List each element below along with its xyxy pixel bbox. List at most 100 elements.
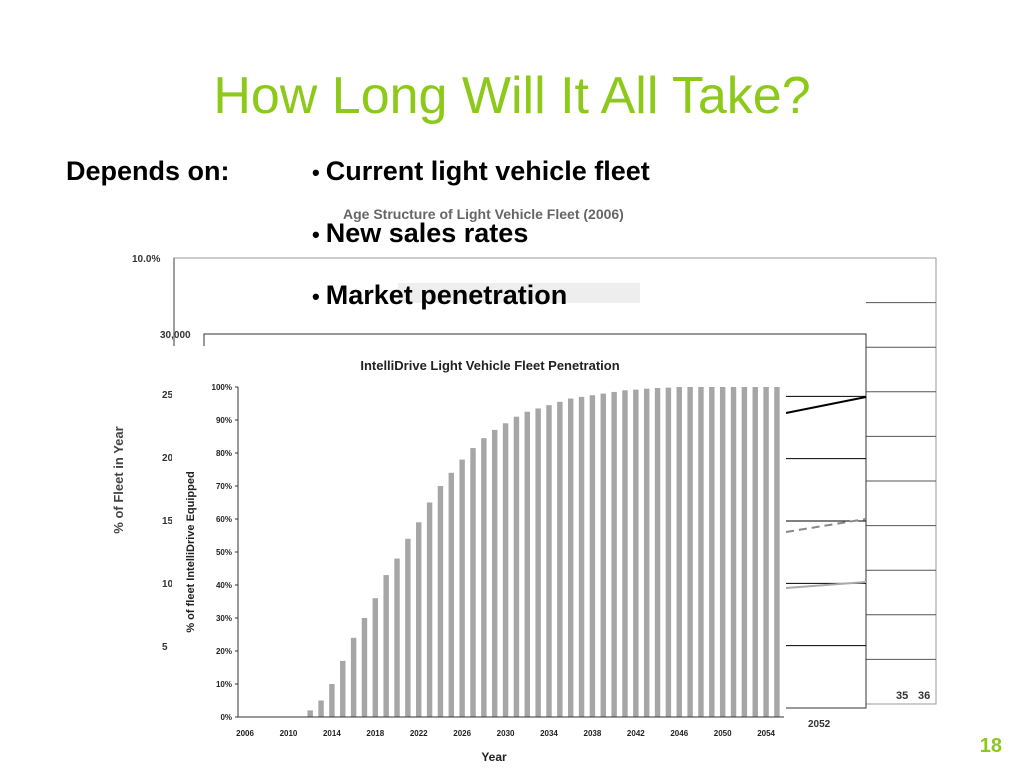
- bar: [611, 391, 617, 717]
- sales-y-top-tick: 30,000: [160, 330, 191, 341]
- age-x-tick-36: 36: [918, 690, 930, 702]
- bar: [383, 575, 389, 717]
- bar: [470, 448, 476, 717]
- bar: [709, 387, 715, 717]
- page-number: 18: [979, 735, 1002, 757]
- x-tick-label: 2026: [453, 729, 471, 738]
- y-axis-label: % of fleet IntelliDrive Equipped: [185, 471, 197, 632]
- sales-y-tick: 25: [162, 390, 174, 401]
- age-y-axis-label: % of Fleet in Year: [111, 426, 126, 533]
- bar: [394, 558, 400, 717]
- age-gridlines: [866, 302, 936, 660]
- bar: [589, 395, 596, 717]
- bar: [698, 387, 704, 717]
- sales-x-tick-2052: 2052: [808, 719, 831, 730]
- age-y-top-tick: 10.0%: [132, 254, 160, 265]
- bar: [513, 416, 520, 717]
- bar: [361, 618, 368, 717]
- bullet-icon: •: [312, 222, 320, 247]
- bar: [426, 502, 433, 717]
- bar: [774, 387, 780, 717]
- bar: [730, 387, 737, 717]
- bullet-text: New sales rates: [325, 218, 529, 248]
- bar: [741, 387, 748, 717]
- y-tick-label: 20%: [216, 647, 232, 656]
- age-x-tick-35: 35: [896, 690, 908, 702]
- x-tick-label: 2034: [540, 729, 558, 738]
- x-tick-label: 2030: [497, 729, 515, 738]
- slide-title: How Long Will It All Take?: [213, 67, 811, 125]
- y-tick-label: 30%: [216, 614, 232, 623]
- bar: [329, 684, 335, 717]
- bar: [633, 389, 639, 717]
- x-tick-label: 2010: [280, 729, 298, 738]
- bar: [687, 387, 693, 717]
- x-ticks: 2006 2010 2014 2018 2022 2026 2030 2034 2038 2042…: [236, 729, 775, 738]
- bullet-current-fleet: • Current light vehicle fleet: [312, 156, 650, 187]
- bar: [676, 387, 682, 717]
- bar: [567, 398, 574, 717]
- x-tick-label: 2054: [757, 729, 775, 738]
- sales-y-tick: 10: [162, 579, 174, 590]
- bullet-text: Current light vehicle fleet: [325, 156, 650, 186]
- bar: [546, 405, 552, 717]
- bar: [719, 387, 726, 717]
- x-tick-label: 2038: [584, 729, 602, 738]
- y-tick-label: 40%: [216, 581, 232, 590]
- bar: [763, 387, 769, 717]
- depends-on-label: Depends on:: [66, 156, 230, 186]
- bar: [437, 486, 444, 717]
- bar: [654, 387, 661, 717]
- bar: [622, 390, 628, 717]
- x-tick-label: 2050: [714, 729, 732, 738]
- x-tick-label: 2006: [236, 729, 254, 738]
- bar: [340, 660, 346, 717]
- sales-y-ticks: 25 20 15 10 5: [162, 390, 174, 653]
- bar: [372, 598, 379, 717]
- bullet-market-penetration: • Market penetration: [312, 280, 567, 311]
- sales-y-tick: 5: [162, 642, 168, 653]
- bar: [405, 538, 411, 717]
- bar: [600, 393, 606, 717]
- age-chart-title: Age Structure of Light Vehicle Fleet (20…: [343, 206, 624, 222]
- bar: [307, 710, 313, 717]
- bar: [535, 408, 541, 717]
- y-tick-label: 0%: [220, 713, 232, 722]
- sales-y-tick: 15: [162, 516, 174, 527]
- bar: [318, 700, 324, 717]
- y-tick-label: 10%: [216, 680, 232, 689]
- bar: [557, 401, 563, 717]
- bars: [307, 387, 780, 717]
- bar: [665, 387, 672, 717]
- bar: [643, 388, 650, 717]
- bar: [481, 438, 487, 717]
- x-axis-label: Year: [481, 750, 507, 764]
- sales-series-3: [785, 581, 867, 589]
- y-tick-label: 60%: [216, 515, 232, 524]
- bullet-new-sales: • New sales rates: [312, 218, 528, 249]
- penetration-chart: IntelliDrive Light Vehicle Fleet Penetra…: [172, 346, 786, 764]
- bar: [752, 387, 758, 717]
- x-tick-label: 2046: [670, 729, 688, 738]
- bar: [492, 429, 498, 717]
- bar: [502, 423, 509, 717]
- y-tick-label: 80%: [216, 449, 232, 458]
- sales-series-2: [785, 518, 867, 533]
- sales-y-tick: 20: [162, 453, 174, 464]
- bar: [578, 396, 585, 717]
- bullet-text: Market penetration: [325, 280, 568, 310]
- y-tick-label: 70%: [216, 482, 232, 491]
- bullet-icon: •: [312, 284, 320, 309]
- bar: [350, 637, 357, 717]
- x-tick-label: 2042: [627, 729, 645, 738]
- bar: [459, 459, 465, 717]
- x-tick-label: 2022: [410, 729, 428, 738]
- bullet-icon: •: [312, 160, 320, 185]
- y-tick-label: 90%: [216, 416, 232, 425]
- bar: [524, 411, 530, 717]
- y-tick-label: 100%: [212, 383, 232, 392]
- chart-title: IntelliDrive Light Vehicle Fleet Penetra…: [360, 358, 619, 373]
- bar: [416, 522, 422, 717]
- bar: [448, 472, 455, 717]
